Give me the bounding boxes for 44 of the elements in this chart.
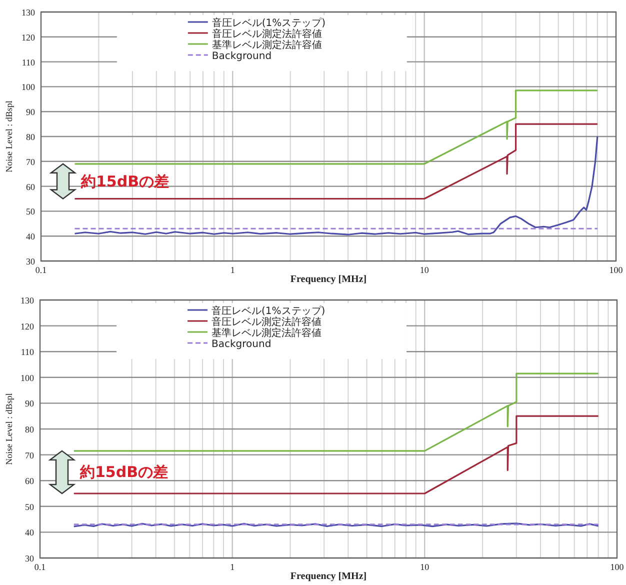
- x-tick-label: 1: [230, 265, 235, 275]
- legend-label: Background: [212, 51, 272, 62]
- y-tick-label: 30: [26, 256, 36, 266]
- y-tick-label: 40: [25, 528, 34, 538]
- y-tick-label: 130: [20, 296, 34, 306]
- x-tick-label: 100: [609, 265, 624, 275]
- y-tick-label: 80: [25, 424, 34, 434]
- y-tick-label: 70: [25, 450, 34, 460]
- y-tick-label: 60: [25, 476, 34, 486]
- y-axis-title: Noise Level : dBspl: [4, 100, 14, 172]
- legend-label: 基準レベル測定法許容値: [212, 39, 322, 51]
- legend-label: 音圧レベル(1%ステップ): [212, 305, 326, 317]
- y-tick-label: 100: [22, 82, 36, 92]
- x-tick-label: 10: [420, 562, 430, 572]
- y-axis-title: Noise Level : dBspl: [4, 392, 14, 465]
- y-tick-label: 120: [22, 32, 36, 42]
- y-tick-label: 50: [25, 502, 34, 512]
- y-tick-label: 110: [20, 347, 34, 358]
- legend-label: 基準レベル測定法許容値: [212, 327, 322, 339]
- x-tick-label: 0.1: [35, 265, 47, 275]
- y-tick-label: 30: [25, 554, 34, 564]
- x-axis-title: Frequency [MHz]: [290, 571, 367, 582]
- legend-label: 音圧レベル測定法許容値: [212, 28, 322, 40]
- x-tick-label: 100: [610, 562, 624, 572]
- legend-label: Background: [212, 339, 272, 350]
- y-tick-label: 130: [22, 8, 36, 18]
- y-tick-label: 100: [20, 372, 34, 383]
- x-tick-label: 0.1: [34, 562, 46, 572]
- y-tick-label: 50: [26, 206, 36, 217]
- y-tick-label: 60: [26, 182, 36, 192]
- x-tick-label: 10: [420, 265, 430, 275]
- annotation: 約15dBの差: [79, 463, 168, 482]
- y-tick-label: 40: [26, 232, 36, 242]
- x-axis-title: Frequency [MHz]: [290, 274, 367, 285]
- y-tick-label: 110: [22, 57, 36, 68]
- y-tick-label: 120: [20, 321, 34, 332]
- legend-label: 音圧レベル測定法許容値: [212, 316, 322, 328]
- y-tick-label: 80: [26, 132, 36, 142]
- y-tick-label: 90: [25, 398, 34, 409]
- x-tick-label: 1: [230, 562, 235, 572]
- y-tick-label: 90: [26, 107, 36, 118]
- y-tick-label: 70: [26, 156, 36, 167]
- annotation: 約15dBの差: [80, 172, 170, 190]
- legend-label: 音圧レベル(1%ステップ): [212, 17, 326, 29]
